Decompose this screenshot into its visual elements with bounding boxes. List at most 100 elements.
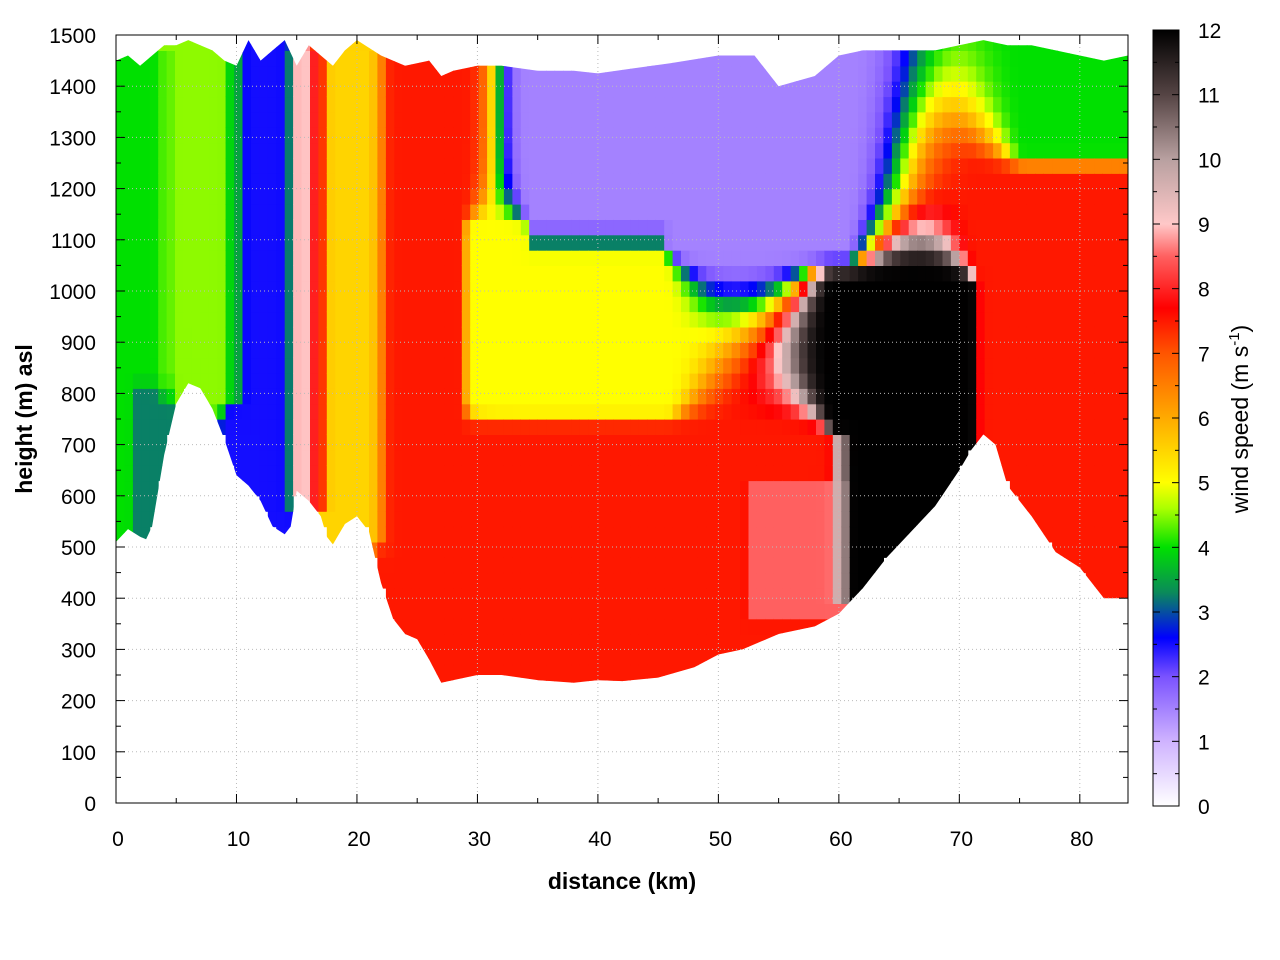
field-cell (1052, 280, 1062, 297)
field-cell (293, 50, 303, 67)
field-cell (284, 342, 294, 359)
field-cell (841, 280, 851, 297)
field-cell (756, 480, 766, 497)
field-cell (343, 311, 353, 328)
field-cell (453, 526, 463, 543)
field-cell (520, 96, 530, 113)
field-cell (554, 480, 564, 497)
field-cell (478, 234, 488, 251)
field-cell (512, 111, 522, 128)
field-cell (1085, 480, 1095, 497)
field-cell (681, 434, 690, 451)
field-cell (765, 234, 775, 251)
field-cell (605, 250, 615, 266)
plot-area (116, 35, 1128, 803)
field-cell (900, 465, 910, 482)
field-cell (630, 388, 640, 405)
field-cell (799, 495, 809, 512)
field-cell (503, 296, 513, 313)
field-cell (622, 127, 631, 144)
field-cell (1026, 480, 1036, 497)
field-cell (183, 81, 193, 98)
field-cell (697, 403, 707, 420)
field-cell (343, 465, 353, 482)
field-cell (672, 572, 682, 589)
field-cell (984, 188, 994, 205)
field-cell (934, 388, 943, 405)
field-cell (638, 204, 648, 220)
field-cell (284, 142, 294, 159)
field-cell (318, 173, 328, 190)
field-cell (402, 634, 412, 650)
field-cell (411, 65, 421, 82)
field-cell (917, 326, 927, 343)
field-cell (571, 680, 581, 683)
field-cell (1060, 127, 1070, 144)
field-cell (250, 173, 260, 190)
field-cell (419, 588, 429, 604)
field-cell (1111, 480, 1121, 497)
field-cell (984, 142, 994, 159)
field-cell (1077, 557, 1087, 574)
field-cell (875, 526, 884, 543)
field-cell (765, 173, 775, 190)
field-cell (799, 250, 809, 266)
field-cell (537, 588, 547, 604)
field-cell (487, 157, 497, 174)
field-cell (714, 357, 724, 374)
field-cell (411, 204, 421, 220)
field-cell (284, 434, 294, 451)
field-cell (234, 96, 244, 113)
field-cell (250, 65, 260, 82)
field-cell (461, 664, 471, 681)
field-cell (335, 526, 345, 543)
field-cell (984, 127, 994, 144)
field-cell (301, 480, 311, 497)
field-cell (385, 65, 395, 82)
field-cell (756, 495, 766, 512)
field-cell (284, 234, 294, 251)
field-cell (1085, 219, 1095, 236)
field-cell (242, 480, 252, 497)
field-cell (419, 219, 429, 236)
field-cell (326, 111, 336, 128)
field-cell (1060, 50, 1070, 67)
field-cell (596, 250, 606, 266)
field-cell (858, 326, 868, 343)
field-cell (883, 173, 893, 190)
field-cell (748, 572, 758, 589)
field-cell (225, 326, 235, 343)
field-cell (116, 40, 125, 51)
field-cell (503, 50, 513, 67)
field-cell (891, 449, 901, 466)
field-cell (326, 157, 336, 174)
field-cell (200, 250, 210, 266)
field-cell (520, 342, 530, 359)
field-cell (1085, 526, 1095, 543)
field-cell (630, 664, 640, 681)
field-cell (1077, 541, 1087, 558)
field-cell (487, 603, 497, 620)
field-cell (428, 111, 437, 128)
field-cell (487, 81, 497, 98)
field-cell (242, 65, 252, 82)
field-cell (132, 296, 142, 313)
field-cell (622, 541, 631, 558)
field-cell (377, 219, 387, 236)
field-cell (740, 495, 750, 512)
field-cell (1035, 127, 1045, 144)
field-cell (503, 173, 513, 190)
field-cell (563, 480, 572, 497)
field-cell (866, 250, 876, 266)
field-cell (512, 280, 522, 297)
field-cell (976, 65, 986, 82)
field-cell (1052, 419, 1062, 435)
field-cell (487, 618, 497, 635)
field-cell (343, 111, 353, 128)
field-cell (293, 142, 303, 159)
field-cell (841, 188, 851, 205)
field-cell (487, 219, 497, 236)
field-cell (858, 127, 868, 144)
field-cell (638, 541, 648, 558)
field-cell (790, 81, 800, 98)
